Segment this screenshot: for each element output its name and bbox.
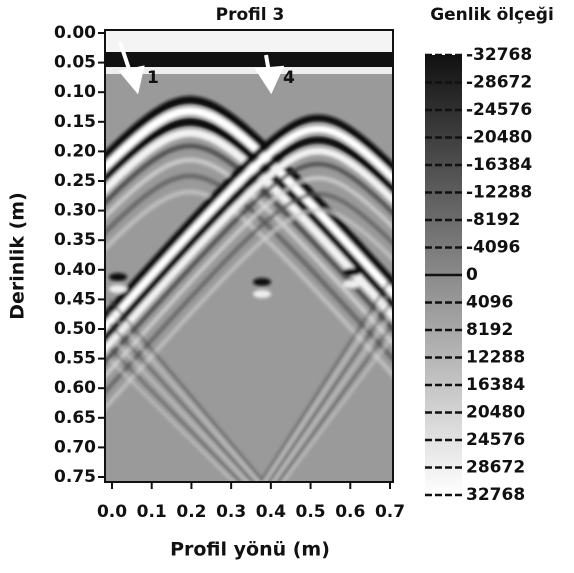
colorbar-tick-label: 12288: [466, 348, 525, 368]
reflection: [105, 192, 393, 396]
colorbar-tick-label: -16384: [466, 155, 532, 175]
reflection: [260, 279, 392, 481]
reflection: [276, 327, 392, 482]
arrow: [118, 41, 285, 95]
reflection: [266, 303, 392, 482]
reflection: [105, 136, 393, 344]
y-tick-label: 0.35: [54, 230, 96, 250]
colorbar-title: Genlik ölçeği: [430, 5, 554, 25]
colorbar-tick-label: -20480: [466, 128, 532, 148]
y-tick-label: 0.00: [54, 23, 96, 43]
colorbar-tick-label: -4096: [466, 238, 520, 258]
reflection: [343, 280, 361, 288]
reflection: [105, 125, 393, 333]
colorbar-tick-label: 24576: [466, 430, 525, 450]
reflection: [105, 162, 393, 366]
reflection: [108, 299, 264, 481]
reflection: [343, 268, 361, 276]
y-tick-label: 0.55: [54, 349, 96, 369]
colorbar-tick-label: 28672: [466, 458, 525, 478]
reflection: [105, 176, 393, 380]
colorbar-tick-label: -24576: [466, 100, 532, 120]
y-tick-label: 0.10: [54, 82, 96, 102]
x-tick-label: 0.7: [375, 502, 405, 522]
x-axis-label: Profil yönü (m): [170, 539, 330, 561]
reflection: [271, 315, 392, 482]
y-tick-label: 0.05: [54, 53, 96, 73]
reflection: [253, 278, 271, 286]
radargram-image: [105, 30, 393, 482]
y-axis-label: Derinlik (m): [7, 192, 29, 320]
chart-title: Profil 3: [216, 5, 285, 25]
x-tick-label: 0.4: [256, 502, 286, 522]
x-tick-label: 0.6: [335, 502, 365, 522]
reflection: [262, 291, 392, 482]
annotation: 4: [283, 68, 295, 88]
y-tick-label: 0.65: [54, 408, 96, 428]
colorbar-tick-label: 0: [466, 265, 478, 285]
colorbar-tick-label: 4096: [466, 293, 513, 313]
colorbar-tick-label: 16384: [466, 375, 525, 395]
reflection: [109, 285, 127, 293]
y-tick-label: 0.50: [54, 319, 96, 339]
x-tick-label: 0.3: [216, 502, 246, 522]
y-tick-label: 0.60: [54, 378, 96, 398]
y-tick-label: 0.15: [54, 112, 96, 132]
reflection: [108, 311, 261, 482]
y-tick-label: 0.75: [54, 467, 96, 487]
y-tick-label: 0.25: [54, 171, 96, 191]
x-tick-label: 0.5: [296, 502, 326, 522]
x-tick-label: 0.1: [137, 502, 167, 522]
y-tick-label: 0.40: [54, 260, 96, 280]
reflection: [108, 334, 250, 482]
reflection: [108, 322, 255, 482]
colorbar-tick-label: -12288: [466, 183, 532, 203]
annotation: 1: [147, 68, 159, 88]
reflection: [105, 107, 393, 300]
colorbar-tick-label: -28672: [466, 73, 532, 93]
y-tick-label: 0.45: [54, 289, 96, 309]
colorbar-tick-label: 20480: [466, 403, 525, 423]
reflection: [109, 273, 127, 281]
colorbar-tick-label: 32768: [466, 485, 525, 505]
plot-frame: [104, 29, 394, 483]
reflection: [108, 358, 236, 482]
reflection: [105, 118, 393, 311]
reflection: [253, 290, 271, 298]
colorbar-tick-label: 8192: [466, 320, 513, 340]
reflection: [108, 346, 243, 482]
colorbar-tick-label: -32768: [466, 45, 532, 65]
reflection: [105, 96, 393, 289]
reflection: [105, 147, 393, 355]
y-tick-label: 0.20: [54, 141, 96, 161]
reflection: [105, 189, 393, 379]
x-tick-label: 0.0: [97, 502, 127, 522]
y-tick-label: 0.30: [54, 201, 96, 221]
x-tick-label: 0.2: [176, 502, 206, 522]
reflection: [105, 114, 393, 322]
y-tick-label: 0.70: [54, 437, 96, 457]
colorbar-tick-label: -8192: [466, 210, 520, 230]
